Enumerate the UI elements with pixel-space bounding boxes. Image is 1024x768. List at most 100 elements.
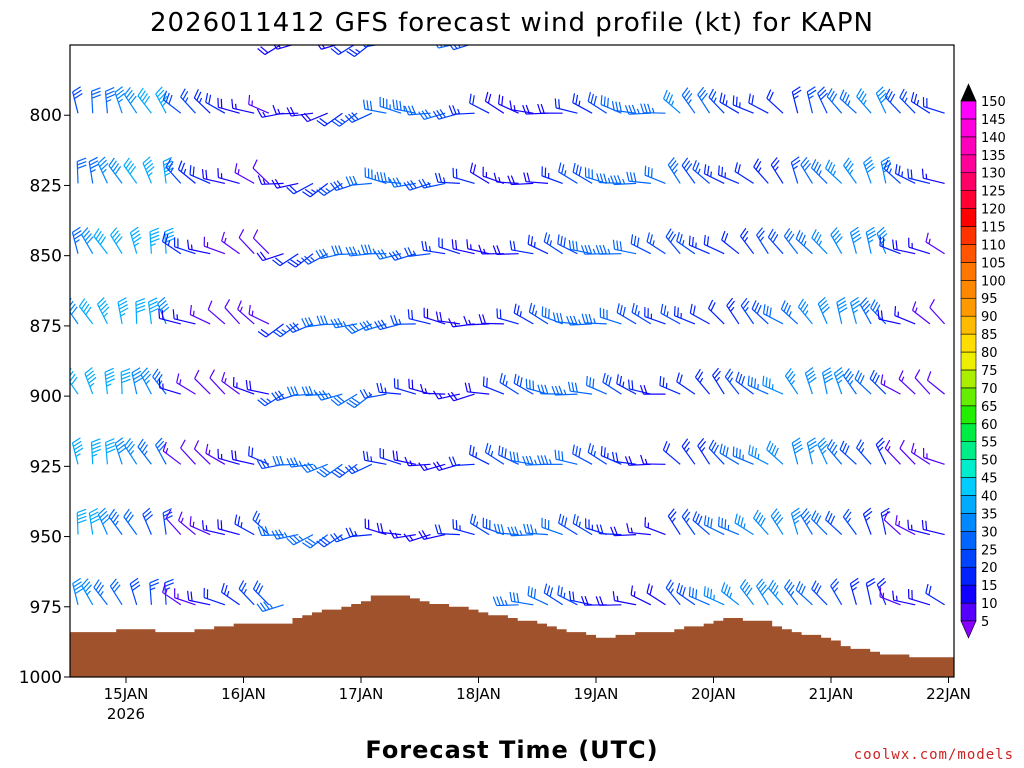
wind-barb [806,437,818,465]
wind-barb [302,534,329,549]
wind-barb [248,446,270,465]
wind-barb [272,104,299,115]
wind-barb [173,237,196,255]
wind-barb [316,112,343,127]
colorbar-bin [960,548,977,568]
wind-barb [762,375,784,395]
wind-barb [161,232,182,255]
wind-barb [770,157,784,184]
wind-barb [464,382,490,395]
wind-barb [708,439,725,465]
colorbar-bin [960,405,977,425]
wind-barb [286,322,314,334]
wind-barb [688,586,710,606]
wind-barb [162,90,182,114]
wind-barb [616,374,637,395]
wind-barb [543,583,564,606]
wind-barb [610,175,637,186]
wind-barb [836,297,848,325]
wind-barb [302,182,329,198]
colorbar: 5 10 15 20 25 30 35 40 45 50 55 60 65 70 75 80 85 90 95 100… [960,83,1006,639]
colorbar-bin [960,208,977,227]
wind-barb [149,578,160,605]
wind-barb [908,237,931,255]
wind-barb [581,313,607,325]
wind-barb [447,45,475,51]
wind-barb [176,373,196,395]
wind-barb [331,463,358,478]
wind-barb [286,457,314,468]
x-axis: 15JAN 2026 16JAN 17JAN 18JAN 19JAN 20JAN 21JAN 2… [104,677,971,723]
wind-barb [109,578,123,606]
wind-barb [572,513,593,536]
wind-barb [162,441,182,465]
wind-barb [300,112,328,123]
colorbar-bin [960,351,977,371]
wind-barb [256,251,284,262]
colorbar-bin [960,136,977,156]
wind-barb [600,446,622,465]
wind-barb [595,244,622,255]
wind-barb [393,378,416,395]
wind-barb [780,300,799,325]
wind-barb [697,86,711,114]
wind-barb [595,596,622,606]
colorbar-bin [960,369,977,389]
wind-barb [660,303,681,325]
colorbar-tick-label: 30 [981,525,998,540]
wind-barb [567,381,593,395]
wind-barb [316,182,343,197]
colorbar-bin [960,531,977,550]
wind-barb [585,375,607,395]
wind-barb [165,158,182,184]
wind-barb [496,308,519,325]
wind-barb [732,446,754,465]
wind-barb [817,86,828,114]
wind-barb [404,456,431,467]
wind-barb [257,393,284,407]
wind-barb [612,239,637,255]
wind-barb [301,253,328,265]
wind-barb [407,309,431,325]
colorbar-bin [960,297,977,317]
wind-barb [93,579,108,606]
wind-barb [220,582,240,606]
wind-barb [770,508,784,535]
credit-link[interactable]: coolwx.com/models [854,747,1014,763]
colorbar-bin [960,226,977,245]
wind-barb [158,308,181,325]
wind-barb [178,511,196,536]
wind-barb [172,309,196,325]
wind-barb [64,17,86,43]
wind-barb [572,444,593,465]
wind-barb [359,320,387,331]
wind-barb [140,367,152,395]
colorbar-tick-label: 60 [981,418,998,433]
wind-barb [869,369,887,395]
wind-barb [217,168,240,184]
wind-barb [895,515,916,536]
wind-barb [123,157,138,184]
wind-barb [108,508,123,535]
wind-barb [108,157,123,184]
wind-barb [272,455,299,466]
x-tick-sublabel: 2026 [107,705,145,723]
colorbar-tick-label: 115 [981,221,1006,236]
wind-barb [155,437,167,465]
colorbar-tick-label: 105 [981,256,1006,271]
wind-barb [554,98,578,114]
wind-barb [452,167,475,184]
wind-barb [923,448,945,465]
colorbar-bin [960,423,977,442]
wind-barb [843,368,857,395]
colorbar-bin [960,118,977,138]
wind-barb [257,45,284,56]
wind-barb [811,229,828,255]
wind-barb [376,171,402,184]
wind-barb [783,579,799,606]
wind-barb [509,591,534,606]
wind-barb [644,307,666,325]
wind-barb [523,523,549,536]
wind-barb [257,323,284,338]
wind-barb [784,367,799,395]
